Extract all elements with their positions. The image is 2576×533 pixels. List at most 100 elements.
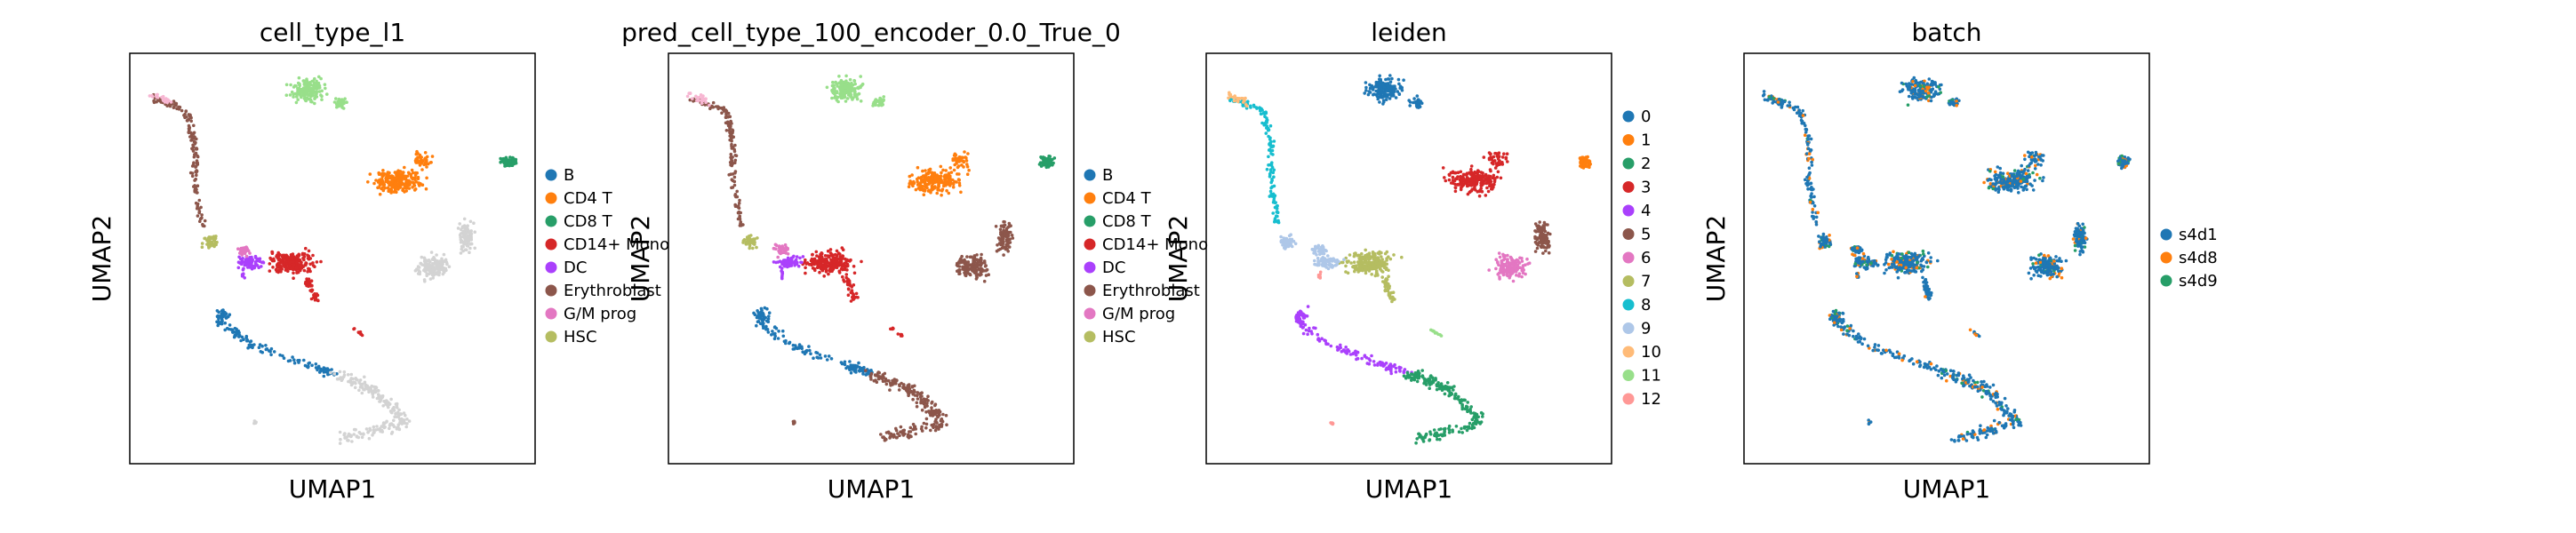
scatter-point bbox=[458, 233, 462, 237]
scatter-point bbox=[335, 377, 340, 381]
scatter-point bbox=[1368, 359, 1372, 362]
scatter-point bbox=[398, 173, 403, 178]
scatter-point bbox=[342, 432, 347, 436]
scatter-point bbox=[1484, 181, 1489, 186]
scatter-point bbox=[499, 156, 502, 161]
scatter-point bbox=[1465, 178, 1469, 181]
scatter-point bbox=[947, 171, 951, 176]
scatter-point bbox=[763, 315, 766, 319]
scatter-point bbox=[1355, 357, 1358, 362]
scatter-point bbox=[232, 330, 236, 334]
scatter-point bbox=[315, 85, 319, 89]
scatter-point bbox=[437, 268, 442, 273]
scatter-point bbox=[979, 270, 982, 274]
scatter-point bbox=[1508, 265, 1512, 269]
scatter-point bbox=[846, 86, 851, 90]
scatter-point bbox=[177, 107, 181, 111]
scatter-point bbox=[374, 179, 378, 182]
scatter-point bbox=[395, 190, 398, 195]
scatter-point bbox=[977, 266, 981, 271]
scatter-point bbox=[809, 352, 812, 356]
scatter-point bbox=[937, 185, 940, 188]
scatter-point bbox=[1498, 277, 1501, 281]
scatter-point bbox=[461, 225, 466, 229]
scatter-point bbox=[933, 428, 938, 433]
scatter-point bbox=[835, 95, 839, 99]
scatter-point bbox=[1380, 275, 1384, 279]
scatter-point bbox=[390, 179, 395, 183]
scatter-point bbox=[393, 171, 397, 174]
scatter-point bbox=[999, 230, 1003, 235]
scatter-point bbox=[851, 84, 854, 87]
scatter-point bbox=[323, 83, 327, 86]
scatter-point bbox=[774, 326, 779, 330]
scatter-point bbox=[745, 241, 748, 245]
scatter-point bbox=[915, 404, 919, 409]
scatter-point bbox=[980, 252, 983, 257]
scatter-point bbox=[1505, 258, 1509, 262]
scatter-point bbox=[308, 361, 312, 365]
scatter-point bbox=[823, 354, 828, 358]
scatter-point bbox=[877, 370, 881, 375]
scatter-point bbox=[922, 421, 926, 426]
scatter-point bbox=[1364, 264, 1368, 268]
scatter-point bbox=[334, 97, 338, 100]
scatter-point bbox=[896, 332, 900, 336]
scatter-point bbox=[1308, 326, 1311, 330]
scatter-point bbox=[305, 281, 308, 285]
scatter-point bbox=[952, 168, 956, 172]
scatter-point bbox=[377, 389, 380, 393]
scatter-point bbox=[258, 259, 262, 264]
scatter-point bbox=[1487, 268, 1491, 272]
scatter-point bbox=[1372, 252, 1375, 256]
scatter-point bbox=[829, 266, 834, 271]
scatter-point bbox=[465, 243, 469, 248]
scatter-point bbox=[789, 260, 793, 264]
scatter-point bbox=[246, 346, 250, 350]
scatter-point bbox=[307, 277, 311, 282]
scatter-point bbox=[836, 261, 841, 266]
scatter-point bbox=[385, 419, 388, 424]
scatter-point bbox=[1500, 259, 1504, 263]
scatter-point bbox=[937, 188, 941, 192]
scatter-point bbox=[918, 181, 923, 185]
scatter-point bbox=[194, 147, 198, 151]
scatter-point bbox=[416, 155, 420, 159]
scatter-point bbox=[796, 264, 801, 268]
scatter-point bbox=[387, 171, 390, 175]
scatter-point bbox=[354, 427, 357, 432]
scatter-point bbox=[1484, 194, 1488, 197]
scatter-point bbox=[834, 252, 837, 257]
scatter-point bbox=[381, 404, 386, 408]
scatter-point bbox=[1501, 272, 1506, 276]
scatter-point bbox=[930, 171, 934, 175]
scatter-point bbox=[800, 260, 804, 265]
scatter-point bbox=[1011, 236, 1015, 240]
scatter-point bbox=[425, 155, 429, 159]
scatter-point bbox=[889, 327, 892, 331]
scatter-point bbox=[927, 177, 931, 181]
scatter-point bbox=[473, 230, 476, 235]
scatter-point bbox=[198, 219, 202, 223]
scatter-point bbox=[972, 258, 975, 261]
scatter-point bbox=[725, 120, 730, 124]
scatter-point bbox=[396, 423, 401, 427]
scatter-point bbox=[366, 431, 370, 434]
scatter-point bbox=[845, 262, 850, 266]
scatter-point bbox=[939, 164, 943, 169]
scatter-point bbox=[840, 264, 844, 268]
scatter-point bbox=[194, 186, 197, 190]
scatter-point bbox=[910, 173, 914, 177]
scatter-point bbox=[309, 99, 313, 104]
scatter-point bbox=[883, 371, 887, 376]
scatter-point bbox=[935, 410, 940, 415]
scatter-point bbox=[804, 266, 807, 270]
scatter-point bbox=[387, 405, 390, 410]
scatter-point bbox=[281, 354, 284, 358]
scatter-point bbox=[1378, 100, 1381, 104]
scatter-point bbox=[1360, 356, 1364, 361]
scatter-point bbox=[424, 187, 428, 191]
scatter-point bbox=[1364, 271, 1368, 275]
scatter-point bbox=[302, 268, 307, 273]
scatter-point bbox=[397, 408, 401, 412]
